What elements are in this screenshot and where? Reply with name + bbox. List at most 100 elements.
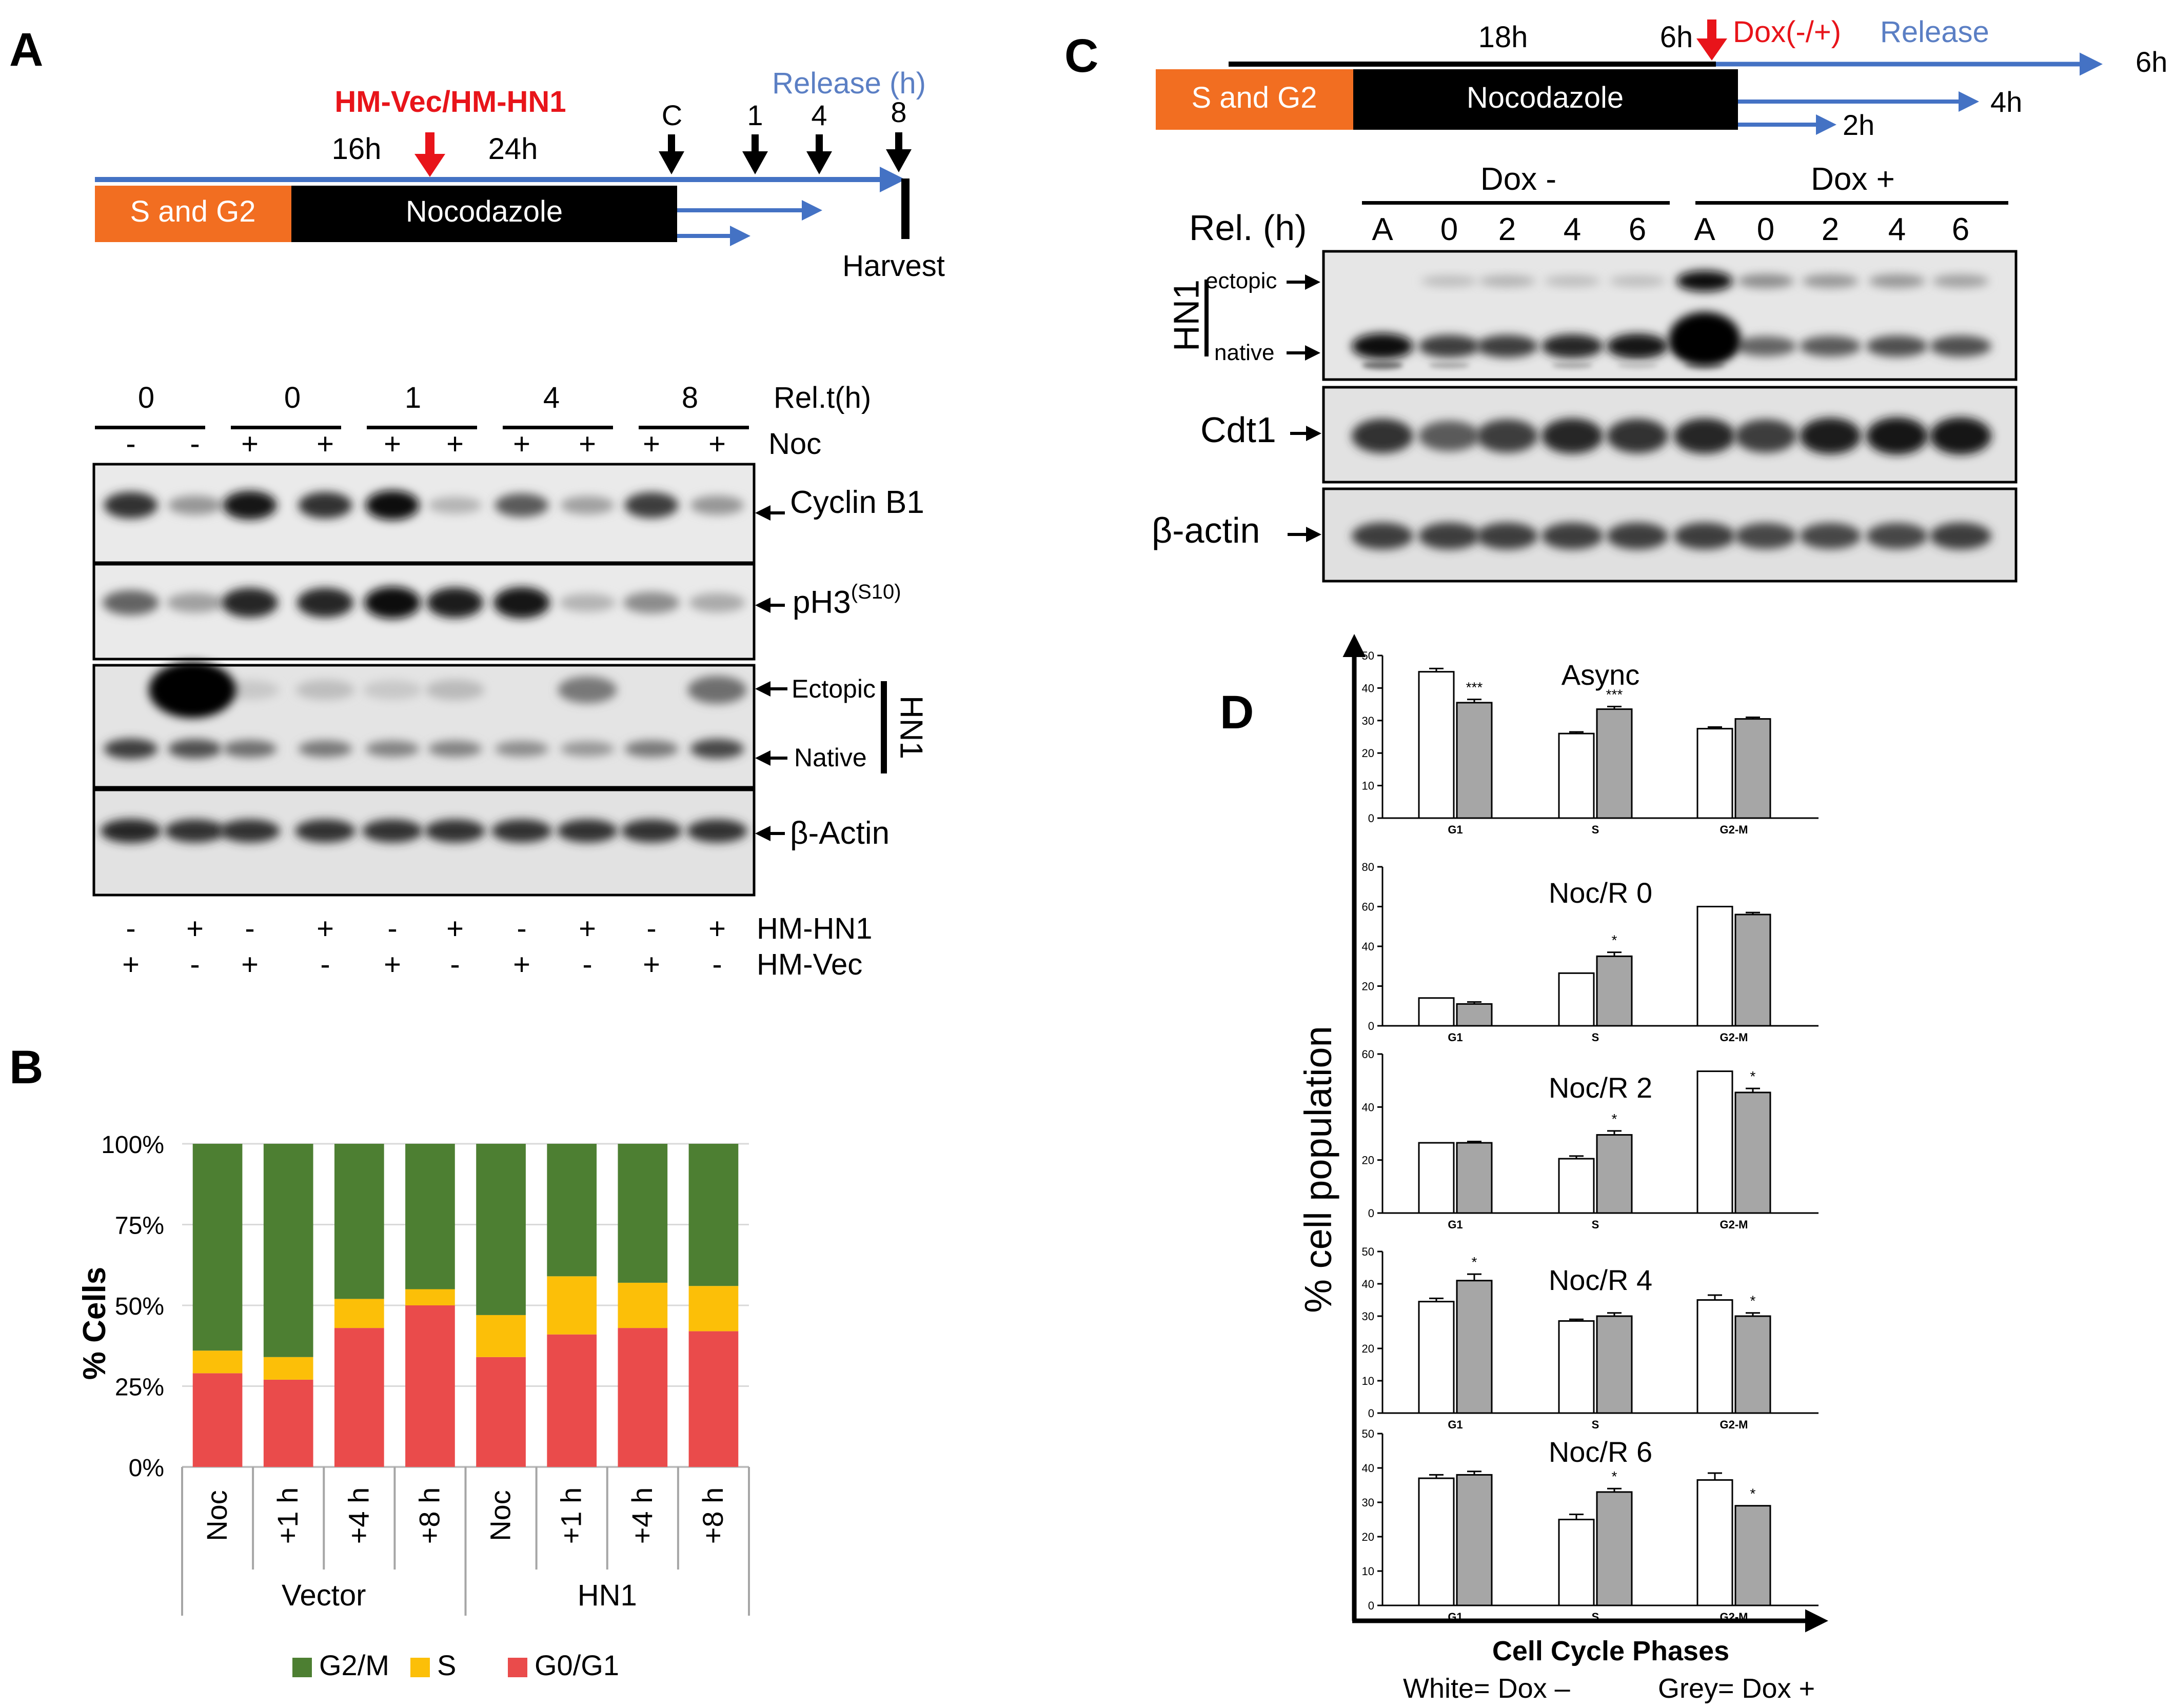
bar-segment [263,1144,313,1357]
small-chart: 0 10 20 30 40 50 Noc/R 4 * G1 S * G2-M [1362,1245,1819,1431]
panel-d-xlabel: Cell Cycle Phases [1492,1636,1729,1666]
small-x-label: G1 [1448,1031,1462,1044]
lane-label: 0 [1757,212,1774,247]
category-label: Noc [201,1490,233,1541]
bar-dox-minus [1558,1158,1595,1214]
small-y-tick-label: 10 [1362,780,1374,792]
noc-axis-label: Noc [768,427,821,461]
panel-c-arrow-label-6h: 6h [2136,46,2167,78]
panel-c-actin-label: β-actin [1152,510,1260,550]
hn1-sign: + [317,912,334,945]
noc-sign: - [190,427,200,461]
bar-dox-plus [1596,1315,1633,1414]
panel-a-time-24h: 24h [488,132,538,166]
blot-band [493,587,550,619]
panel-a-markers: C 1 4 8 [659,96,912,174]
blot-band [1617,362,1658,368]
small-y-tick-label: 0 [1368,1020,1374,1032]
vec-sign: - [582,948,592,981]
category-label: +8 h [413,1487,445,1544]
panel-c-hn1-bracket [1204,280,1209,356]
blot-band [1735,523,1796,549]
down-arrow-icon [659,134,684,174]
blot-band [621,819,682,843]
hn1-bracket [881,681,887,773]
lane-label: A [1694,212,1715,247]
lane-label: 2 [1822,212,1839,247]
cyclin-label: Cyclin B1 [790,485,924,520]
blot-band [363,680,422,700]
bar-dox-minus [1418,1301,1455,1414]
blot-band [223,490,277,520]
panel-d-note-grey: Grey= Dox + [1658,1673,1815,1704]
small-y-tick-label: 30 [1362,1496,1374,1509]
blot-band [297,588,353,618]
blot-band [1869,274,1925,288]
blot-band [362,819,423,843]
panel-c-time-6h: 6h [1660,21,1693,54]
vec-sign: - [450,948,460,981]
panel-c-arrow-label-2h: 2h [1843,109,1874,141]
panel-c-arrow-label-4h: 4h [1990,86,2022,118]
blot-band [1362,361,1403,370]
blot-band [364,586,421,619]
bar-dox-minus [1696,728,1733,819]
noc-sign: + [643,427,660,461]
small-x-label: G2-M [1720,1611,1748,1623]
blot-band [690,739,744,759]
significance-mark: * [1612,932,1617,948]
bar-dox-plus [1456,1142,1493,1214]
panel-c-time-18h: 18h [1478,21,1528,54]
noc-sign: - [126,427,135,461]
lane-label: 0 [1440,212,1458,247]
legend-label: G2/M [319,1649,389,1681]
bar-segment [334,1144,384,1299]
blot-band [1476,522,1538,550]
category-label: +1 h [555,1487,587,1544]
y-tick-label: 50% [115,1293,164,1320]
bar-segment [192,1144,243,1351]
blot-band [1541,418,1603,454]
blot-band [428,496,482,514]
bar-dox-plus [1734,1315,1771,1414]
lane-label: 2 [1498,212,1516,247]
bar-segment [263,1357,313,1380]
blot-band [1866,523,1928,549]
panel-a-release-label: Release (h) [772,67,926,100]
small-y-tick-label: 10 [1362,1565,1374,1578]
significance-mark: * [1750,1293,1756,1309]
panel-a-bottom-signs: HM-HN1 HM-Vec - + - + - + - + - ++ - + - + - + - + - [122,912,872,981]
bar-dox-plus [1456,1474,1493,1606]
small-chart-title: Noc/R 4 [1549,1264,1652,1296]
marker-label: C [662,99,682,131]
small-y-tick-label: 40 [1362,1278,1374,1290]
small-chart-title: Async [1562,659,1640,691]
reltime-label: 0 [284,381,301,414]
hm-vec-label: HM-Vec [757,948,862,981]
bar-dox-minus [1418,1142,1455,1214]
noc-sign: + [708,427,726,461]
lane-label: 6 [1629,212,1646,247]
panel-a-nocodazole-bar [291,186,677,242]
bar-segment [618,1144,668,1283]
blot-band [1352,419,1413,453]
small-y-tick-label: 40 [1362,682,1374,694]
blot-band [560,496,615,514]
marker-label: 1 [747,99,763,131]
blot-band [220,819,280,843]
blot-band [167,592,223,613]
small-y-tick-label: 40 [1362,1101,1374,1114]
blot-band [298,740,352,758]
panel-c-nocodazole-bar [1353,69,1738,130]
vec-sign: + [513,948,530,981]
blot-band [149,662,236,718]
blot-band [165,819,225,843]
blot-band [1930,522,1991,550]
bar-segment [476,1144,526,1315]
small-x-label: G2-M [1720,1031,1748,1044]
vec-sign: - [190,948,200,981]
panel-a-harvest-bar [901,178,910,239]
small-x-label: G1 [1448,1418,1462,1431]
